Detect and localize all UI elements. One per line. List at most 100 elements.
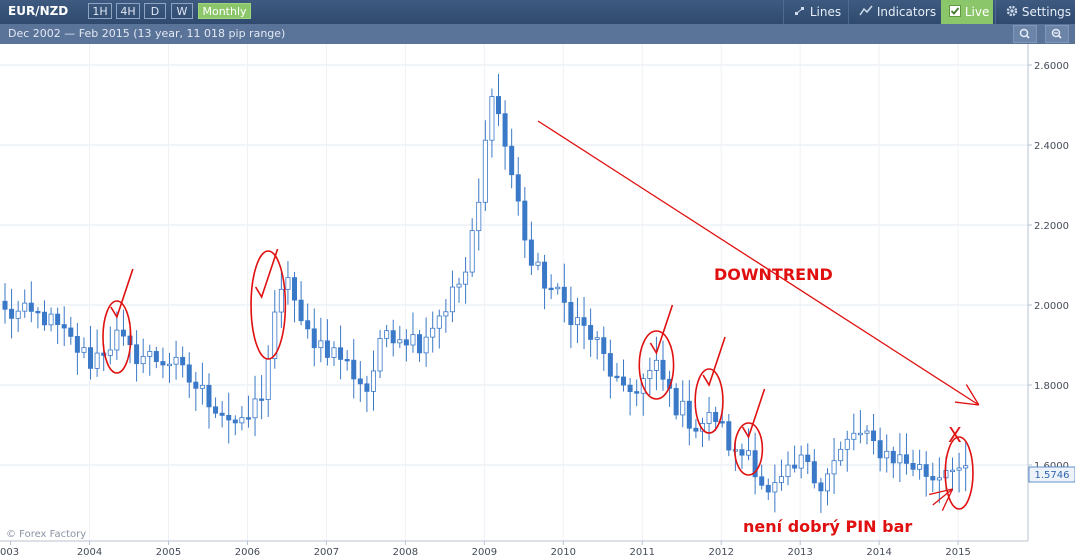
- candle-up: [331, 347, 337, 358]
- current-price-tag: 1.5746: [1028, 466, 1075, 483]
- candle-up: [864, 430, 870, 434]
- candle-up: [844, 438, 850, 450]
- toolbar-separator: [848, 0, 849, 24]
- candle-down: [68, 327, 74, 337]
- candle-up: [48, 313, 54, 326]
- candle-up: [647, 370, 653, 379]
- timeframe-1h-button[interactable]: 1H: [88, 3, 112, 19]
- candle-up: [397, 339, 403, 344]
- candle-up: [772, 482, 778, 493]
- candle-down: [765, 484, 771, 493]
- candle-up: [166, 363, 172, 367]
- settings-button[interactable]: Settings: [998, 0, 1075, 24]
- pin-bar-note: není dobrý PIN bar: [743, 517, 912, 536]
- candle-up: [680, 400, 686, 416]
- timeframe-monthly-button[interactable]: Monthly: [198, 3, 251, 19]
- candle-down: [55, 313, 61, 325]
- candle-up: [147, 351, 153, 357]
- x-tick-label: 2015: [945, 547, 970, 558]
- candle-down: [226, 414, 232, 421]
- highlight-ellipse: [944, 436, 974, 510]
- arrow-head: [965, 384, 980, 406]
- x-tick-label: 2005: [156, 547, 181, 558]
- zoom-in-button[interactable]: [1013, 25, 1037, 43]
- candle-up: [370, 370, 376, 392]
- candle-down: [364, 383, 370, 392]
- candle-up: [140, 355, 146, 365]
- x-tick-label: 2007: [314, 547, 339, 558]
- lines-button[interactable]: Lines: [786, 0, 846, 24]
- candle-up: [574, 317, 580, 326]
- candle-down: [2, 300, 8, 310]
- candle-up: [785, 464, 791, 478]
- candle-up: [476, 201, 482, 232]
- time-axis: 003 2004 2005 2006 2007 2008 2009 2010 2011 2012 2…: [0, 541, 971, 558]
- settings-label: Settings: [1021, 5, 1072, 19]
- candle-down: [206, 384, 212, 408]
- candle-up: [285, 277, 291, 290]
- candle-down: [41, 311, 47, 326]
- check-mark: [110, 268, 134, 319]
- candle-up: [825, 473, 831, 492]
- price-chart[interactable]: 2.6000 2.4000 2.2000 2.0000 1.8000 1.6000 003…: [0, 44, 1075, 558]
- candle-up: [456, 283, 462, 288]
- candle-down: [792, 464, 798, 469]
- candle-up: [489, 96, 495, 141]
- candle-up: [555, 286, 561, 290]
- current-price-label: 1.5746: [1035, 470, 1070, 481]
- candle-down: [903, 454, 909, 464]
- candle-down: [403, 339, 409, 346]
- x-tick-label: 2011: [630, 547, 655, 558]
- candle-up: [377, 337, 383, 372]
- x-tick-label: 2014: [866, 547, 891, 558]
- candle-down: [292, 277, 298, 301]
- x-tick-label: 2013: [787, 547, 812, 558]
- candle-down: [621, 376, 627, 386]
- candle-up: [463, 271, 469, 285]
- candle-up: [81, 347, 87, 353]
- candle-up: [469, 230, 475, 273]
- candle-up: [443, 311, 449, 317]
- candle-down: [752, 450, 758, 478]
- candle-down: [877, 440, 883, 459]
- timeframe-w-button[interactable]: W: [171, 3, 193, 19]
- candle-up: [857, 432, 863, 436]
- arrow-line: [537, 120, 980, 406]
- live-label: Live: [964, 5, 990, 19]
- candle-down: [627, 384, 633, 392]
- candle-down: [686, 400, 692, 429]
- lines-label: Lines: [809, 5, 842, 19]
- timeframe-d-button[interactable]: D: [144, 3, 166, 19]
- candle-down: [219, 412, 225, 416]
- candle-up: [22, 302, 28, 312]
- zoom-out-button[interactable]: [1045, 25, 1069, 43]
- candle-up: [936, 477, 942, 481]
- arrow-line: [932, 488, 953, 506]
- y-tick-label: 1.6000: [1034, 461, 1069, 472]
- candle-up: [851, 432, 857, 440]
- live-toggle[interactable]: Live: [941, 0, 993, 24]
- candle-down: [495, 96, 501, 115]
- candle-down: [213, 406, 219, 414]
- y-tick-label: 1.8000: [1034, 381, 1069, 392]
- candle-up: [653, 359, 659, 371]
- candle-down: [245, 417, 251, 420]
- zoom-out-icon: [1051, 28, 1062, 39]
- plot-area: [0, 44, 1028, 541]
- candle-down: [357, 378, 363, 385]
- candle-up: [410, 334, 416, 346]
- lines-icon: [795, 7, 804, 15]
- candle-down: [28, 302, 34, 312]
- candle-down: [871, 430, 877, 442]
- candle-up: [706, 411, 712, 424]
- indicators-button[interactable]: Indicators: [851, 0, 939, 24]
- candle-down: [930, 476, 936, 481]
- candle-down: [739, 449, 745, 456]
- timeframe-4h-button[interactable]: 4H: [116, 3, 140, 19]
- candle-up: [449, 286, 455, 313]
- candle-down: [515, 174, 521, 202]
- candle-down: [311, 328, 317, 349]
- y-tick-label: 2.4000: [1034, 141, 1069, 152]
- candle-down: [614, 375, 620, 379]
- candle-down: [923, 464, 929, 477]
